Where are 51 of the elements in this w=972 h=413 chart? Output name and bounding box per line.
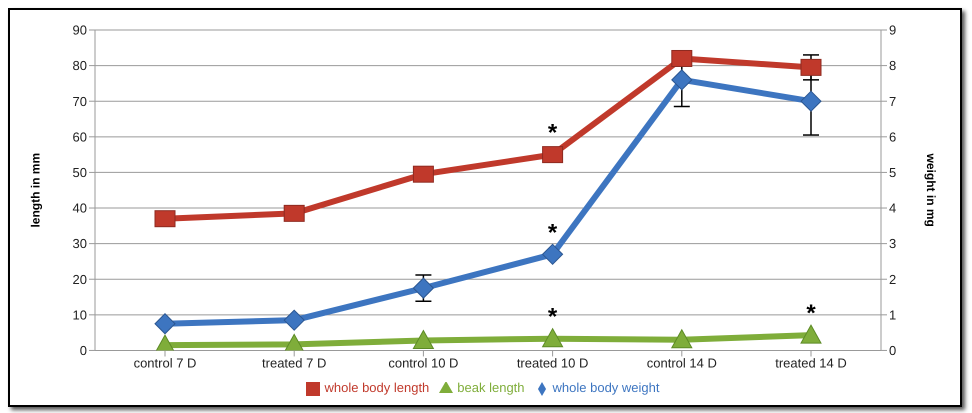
point	[284, 204, 305, 222]
y-tick-label: 40	[72, 200, 87, 216]
y2-tick-label: 1	[889, 307, 896, 322]
point	[800, 324, 822, 344]
point	[671, 329, 692, 348]
y-tick-label: 70	[72, 94, 87, 109]
y-tick-label: 60	[72, 129, 87, 144]
point	[800, 90, 822, 112]
legend-label: whole body length	[324, 380, 430, 396]
y2-axis-title: weight in mg	[924, 152, 938, 227]
annotation: *	[806, 300, 816, 328]
y-tick-label: 90	[72, 22, 87, 38]
point	[671, 69, 692, 90]
x-tick-label: treated 14 D	[775, 356, 847, 371]
y2-tick-label: 2	[889, 272, 896, 287]
y-tick-label: 30	[72, 236, 87, 252]
y-axis-title: length in mm	[28, 152, 42, 228]
point	[671, 50, 692, 67]
point	[412, 330, 434, 349]
point	[412, 166, 434, 183]
legend-label: whole body weight	[552, 380, 660, 396]
y-tick-label: 20	[72, 272, 87, 287]
legend-label: beak length	[457, 380, 525, 396]
y-tick-label: 10	[72, 307, 87, 322]
x-tick-label: treated 10 D	[516, 356, 588, 371]
y2-tick-label: 5	[889, 165, 896, 180]
y-tick-label: 0	[80, 343, 87, 358]
annotation: *	[548, 120, 558, 147]
point	[800, 58, 822, 76]
y2-tick-label: 9	[889, 22, 896, 38]
point	[284, 310, 305, 331]
point	[542, 244, 564, 265]
x-tick-label: treated 7 D	[262, 356, 326, 371]
point	[412, 278, 434, 299]
annotation: *	[548, 219, 558, 246]
y2-tick-label: 4	[889, 200, 896, 216]
x-tick-label: control 14 D	[646, 356, 717, 371]
x-tick-label: control 7 D	[134, 356, 196, 371]
point	[542, 146, 564, 164]
y-tick-label: 80	[72, 58, 87, 74]
point	[542, 328, 564, 348]
y2-tick-label: 6	[889, 129, 896, 144]
y2-tick-label: 7	[889, 94, 896, 109]
point	[154, 313, 176, 334]
x-tick-label: control 10 D	[388, 356, 458, 371]
point	[154, 210, 176, 228]
y2-tick-label: 8	[889, 58, 896, 74]
y-tick-label: 50	[72, 165, 87, 180]
y2-tick-label: 0	[889, 343, 896, 358]
annotation: *	[548, 304, 558, 331]
y2-tick-label: 3	[889, 236, 896, 252]
